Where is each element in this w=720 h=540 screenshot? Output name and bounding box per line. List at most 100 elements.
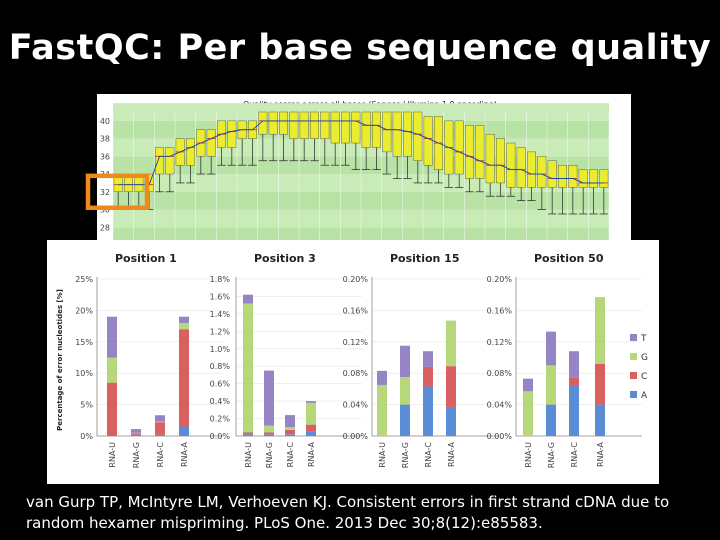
bar-segment-T	[523, 378, 533, 392]
legend-swatch-T	[630, 334, 637, 341]
panel-y-tick: 0.4%	[210, 397, 231, 406]
bar-segment-A	[243, 434, 253, 436]
quality-box	[589, 169, 598, 188]
x-category-label: RNA-A	[307, 441, 316, 467]
x-category-label: RNA-C	[570, 442, 579, 468]
bar-segment-G	[243, 303, 253, 433]
bar-segment-C	[264, 432, 274, 435]
bar-segment-C	[131, 433, 141, 435]
x-category-label: RNA-A	[596, 441, 605, 467]
bar-segment-T	[285, 415, 295, 428]
error-panel: 0.00% 0.04% 0.08% 0.12% 0.16% 0.20% Position 5…	[487, 252, 642, 468]
bar-segment-A	[546, 404, 556, 436]
bar-segment-G	[285, 427, 295, 430]
bar-segment-A	[155, 434, 165, 436]
panel-y-tick: 10%	[75, 369, 93, 378]
legend-label-A: A	[641, 391, 648, 401]
x-category-label: RNA-U	[524, 442, 533, 468]
panel-y-tick: 0.08%	[343, 369, 369, 378]
quality-box	[403, 111, 412, 157]
panel-y-tick: 20%	[75, 306, 93, 315]
quality-box	[186, 138, 195, 166]
bar-segment-C	[179, 329, 189, 427]
error-bar-charts: Percentage of error nucleotides [%] 0% 5%…	[47, 240, 659, 484]
panel-y-tick: 0.04%	[487, 401, 513, 410]
bar-segment-T	[400, 345, 410, 378]
bar-segment-G	[264, 425, 274, 433]
bar-segment-C	[423, 366, 433, 387]
bar-segment-T	[264, 370, 274, 426]
quality-box	[279, 111, 288, 135]
quality-y-tick: 40	[100, 117, 110, 126]
x-category-label: RNA-A	[180, 441, 189, 467]
quality-y-tick: 28	[100, 223, 110, 232]
bar-segment-T	[423, 351, 433, 367]
error-panel: 0.00% 0.04% 0.08% 0.12% 0.16% 0.20% Position 1…	[343, 252, 498, 468]
x-category-label: RNA-U	[244, 442, 253, 468]
panel-y-tick: 0.16%	[487, 306, 513, 315]
panel-y-tick: 0%	[80, 432, 93, 441]
bar-segment-G	[131, 432, 141, 434]
quality-box	[155, 147, 164, 175]
quality-box	[382, 111, 392, 153]
legend-label-T: T	[640, 334, 647, 344]
quality-box	[258, 111, 268, 135]
quality-y-tick: 32	[100, 188, 110, 197]
quality-box	[516, 147, 526, 188]
panel-y-tick: 0.2%	[210, 415, 231, 424]
bar-segment-C	[107, 382, 117, 436]
panel-y-tick: 1.0%	[210, 345, 231, 354]
bar-segment-A	[400, 404, 410, 436]
bar-segment-A	[446, 406, 456, 436]
panel-y-tick: 0.20%	[343, 275, 369, 284]
panel-y-tick: 5%	[80, 401, 93, 410]
bar-segment-A	[569, 384, 579, 436]
bar-segment-C	[569, 377, 579, 385]
panel-title: Position 50	[534, 252, 604, 265]
bar-segment-T	[546, 331, 556, 366]
error-panel: 0.0% 0.2% 0.4% 0.6% 0.8% 1.0% 1.2% 1.4% 1.6% 1.8%…	[210, 252, 362, 468]
quality-box	[496, 138, 505, 184]
quality-box	[351, 111, 361, 144]
bar-segment-T	[107, 316, 117, 358]
bar-segment-T	[306, 401, 316, 403]
quality-box	[310, 111, 319, 139]
panel-y-tick: 0.00%	[487, 432, 513, 441]
quality-box	[268, 111, 278, 135]
panel-y-tick: 15%	[75, 338, 93, 347]
quality-box	[599, 169, 609, 188]
bar-segment-T	[569, 351, 579, 378]
bar-segment-C	[306, 424, 316, 432]
quality-box	[578, 169, 588, 188]
bar-segment-G	[377, 384, 387, 436]
legend-swatch-C	[630, 372, 637, 379]
quality-y-tick: 38	[100, 135, 110, 144]
quality-box	[372, 111, 381, 148]
quality-plot-area: 4038363432302826	[85, 103, 610, 250]
x-category-label: RNA-G	[132, 442, 141, 468]
x-category-label: RNA-G	[265, 442, 274, 468]
x-category-label: RNA-A	[447, 441, 456, 467]
quality-box	[299, 111, 309, 139]
panel-y-tick: 0.04%	[343, 401, 369, 410]
bar-segment-A	[595, 404, 605, 436]
quality-box	[558, 164, 567, 188]
bar-segment-G	[400, 377, 410, 405]
bar-segment-C	[446, 366, 456, 407]
quality-box	[568, 164, 578, 188]
panel-y-tick: 1.8%	[210, 275, 231, 284]
quality-box	[289, 111, 299, 139]
panel-title: Position 1	[115, 252, 177, 265]
quality-box	[341, 111, 350, 144]
bar-segment-T	[243, 294, 253, 304]
panel-title: Position 3	[254, 252, 316, 265]
legend-label-G: G	[641, 353, 648, 363]
bar-segment-G	[179, 322, 189, 330]
quality-box	[527, 151, 536, 188]
bar-segment-A	[131, 434, 141, 436]
panel-y-tick: 1.4%	[210, 310, 231, 319]
panel-y-tick: 1.6%	[210, 292, 231, 301]
quality-box	[320, 111, 330, 139]
